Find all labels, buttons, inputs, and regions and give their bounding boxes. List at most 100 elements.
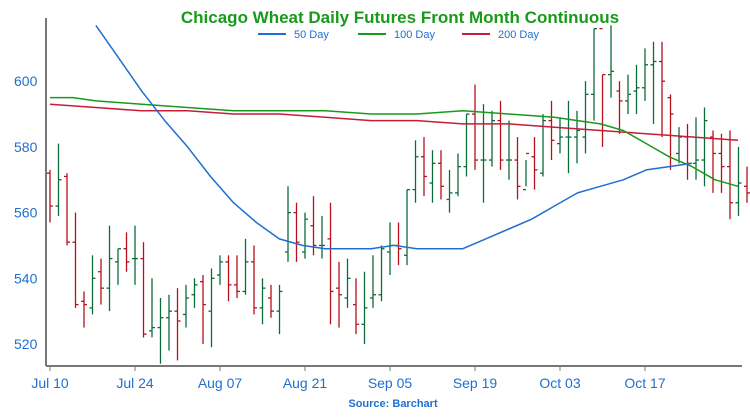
ohlc-bar [208,268,215,348]
legend-label-ma100: 100 Day [394,29,435,41]
x-tick-label: Aug 21 [283,375,328,391]
ohlc-bar [217,255,223,285]
ohlc-bar [497,100,504,170]
ohlc-bar [489,110,495,167]
ohlc-bar [531,137,538,190]
ohlc-bar [344,258,351,308]
ohlc-bar [370,255,376,308]
ohlc-bar [684,123,691,180]
ohlc-bar [276,284,283,335]
ohlc-bar [259,278,266,325]
ohlc-bar [72,212,79,308]
ohlc-bar [310,196,317,256]
y-tick-label: 560 [14,205,38,221]
ohlc-bar [421,137,427,197]
ohlc-bar [616,81,623,134]
ohlc-bar [523,152,529,191]
y-tick-label: 580 [14,139,38,155]
y-tick-label: 540 [14,270,38,286]
ohlc-bar [106,225,113,312]
ohlc-bar [735,146,742,216]
ohlc-bar [140,242,147,338]
ohlc-bar [412,140,419,203]
ohlc-bar [174,288,181,361]
ohlc-bar [200,275,206,344]
ohlc-bar [319,215,325,259]
ohlc-bar [378,245,385,302]
ohlc-bar [599,27,606,147]
ohlc-bar [55,143,62,216]
ohlc-bar [166,294,172,351]
ohlc-bar [582,81,589,154]
ohlc-bar [123,232,130,272]
ohlc-bar [455,153,461,197]
ohlc-bar [327,202,334,325]
ma100-line [50,96,739,188]
chart-title: Chicago Wheat Daily Futures Front Month … [181,8,619,27]
ma50-line [95,24,693,250]
ohlc-bar [336,261,342,328]
ohlc-bar [565,100,572,174]
ohlc-bar [89,255,96,315]
x-tick-label: Jul 24 [116,375,154,391]
ohlc-bar [591,27,597,121]
ohlc-bar [64,173,70,246]
ohlc-bar [574,110,580,164]
y-tick-label: 600 [14,73,38,89]
ohlc-bar [540,114,546,177]
ohlc-bar [608,25,614,98]
ohlc-bar [404,188,410,266]
ohlc-bar [395,222,402,266]
ohlc-bar [710,130,716,193]
ohlc-bar [302,212,308,259]
legend-label-ma50: 50 Day [294,29,329,41]
ohlc-bar [650,41,657,124]
ohlc-bar [353,278,359,335]
ohlc-bar [47,169,53,223]
x-tick-label: Jul 10 [31,375,69,391]
ma200-line [49,103,739,142]
ohlc-bar [132,225,138,285]
ohlc-bar [361,271,368,344]
ohlc-bar [293,202,300,262]
ohlc-bar [506,120,512,180]
ohlc-bar [157,298,164,364]
ohlc-bar [234,255,240,299]
x-tick-label: Sep 19 [453,375,498,391]
ohlc-bar [438,150,444,200]
ohlc-bar [718,133,725,193]
source-label: Source: Barchart [348,398,438,410]
legend: 50 Day 100 Day 200 Day [258,29,539,41]
y-ticks: 520 540 560 580 600 [14,73,38,352]
ohlc-bar [480,104,487,203]
x-tick-label: Sep 05 [368,375,413,391]
ohlc-bar [225,255,232,302]
ohlc-bar [744,166,750,203]
ohlc-bar [633,64,640,115]
ohlc-bar [149,278,155,338]
ohlc-bar [446,169,453,213]
ohlc-bar [472,84,478,170]
ohlc-bar [183,284,189,328]
ohlc-bar [557,117,563,154]
x-ticks: Jul 10 Jul 24 Aug 07 Aug 21 Sep 05 Sep 19 Oct … [31,366,666,391]
ohlc-bar [659,41,665,138]
ohlc-bar [285,186,291,262]
ohlc-bar [81,291,87,328]
ohlc-bar [387,222,393,276]
ohlc-bar [548,100,555,161]
y-tick-label: 520 [14,336,38,352]
ohlc-bar [268,284,274,318]
price-bars [47,25,750,364]
legend-label-ma200: 200 Day [498,29,539,41]
ohlc-bar [514,137,521,200]
x-tick-label: Oct 17 [624,375,665,391]
ohlc-bar [251,245,257,315]
x-tick-label: Aug 07 [198,375,243,391]
ohlc-bar [676,127,682,164]
x-tick-label: Oct 03 [539,375,580,391]
ohlc-bar [625,74,631,115]
ohlc-bar [242,238,249,295]
